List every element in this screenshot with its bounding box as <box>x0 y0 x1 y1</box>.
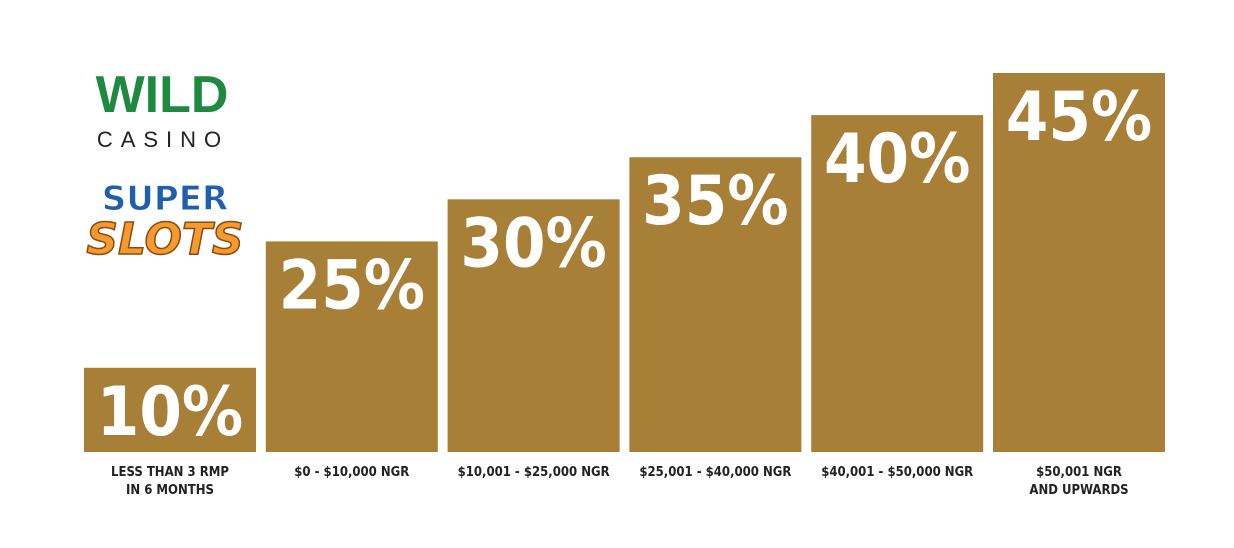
value-label: 35% <box>642 162 788 241</box>
bar <box>811 115 984 452</box>
category-label: $25,001 - $40,000 NGR <box>639 465 792 480</box>
category-label: $50,001 NGR AND UPWARDS <box>1029 465 1129 498</box>
value-label: 10% <box>97 373 243 452</box>
brand-subname: CASINO <box>97 127 229 152</box>
bar <box>84 367 256 452</box>
value-label: 30% <box>460 204 606 283</box>
value-label: 25% <box>279 246 425 325</box>
value-label: 40% <box>824 120 970 199</box>
slots-top: SUPER <box>102 179 228 219</box>
category-label: LESS THAN 3 RMP IN 6 MONTHS <box>111 465 229 498</box>
bar <box>993 73 1165 452</box>
slots-bottom: SLOTS <box>86 214 243 265</box>
category-label: $0 - $10,000 NGR <box>294 465 410 480</box>
bar <box>447 199 620 452</box>
bar <box>629 157 802 452</box>
category-label: $10,001 - $25,000 NGR <box>457 465 610 480</box>
value-label: 45% <box>1006 78 1152 157</box>
bar <box>265 241 438 452</box>
category-label: $40,001 - $50,000 NGR <box>821 465 974 480</box>
brand-name: WILD <box>96 66 229 124</box>
